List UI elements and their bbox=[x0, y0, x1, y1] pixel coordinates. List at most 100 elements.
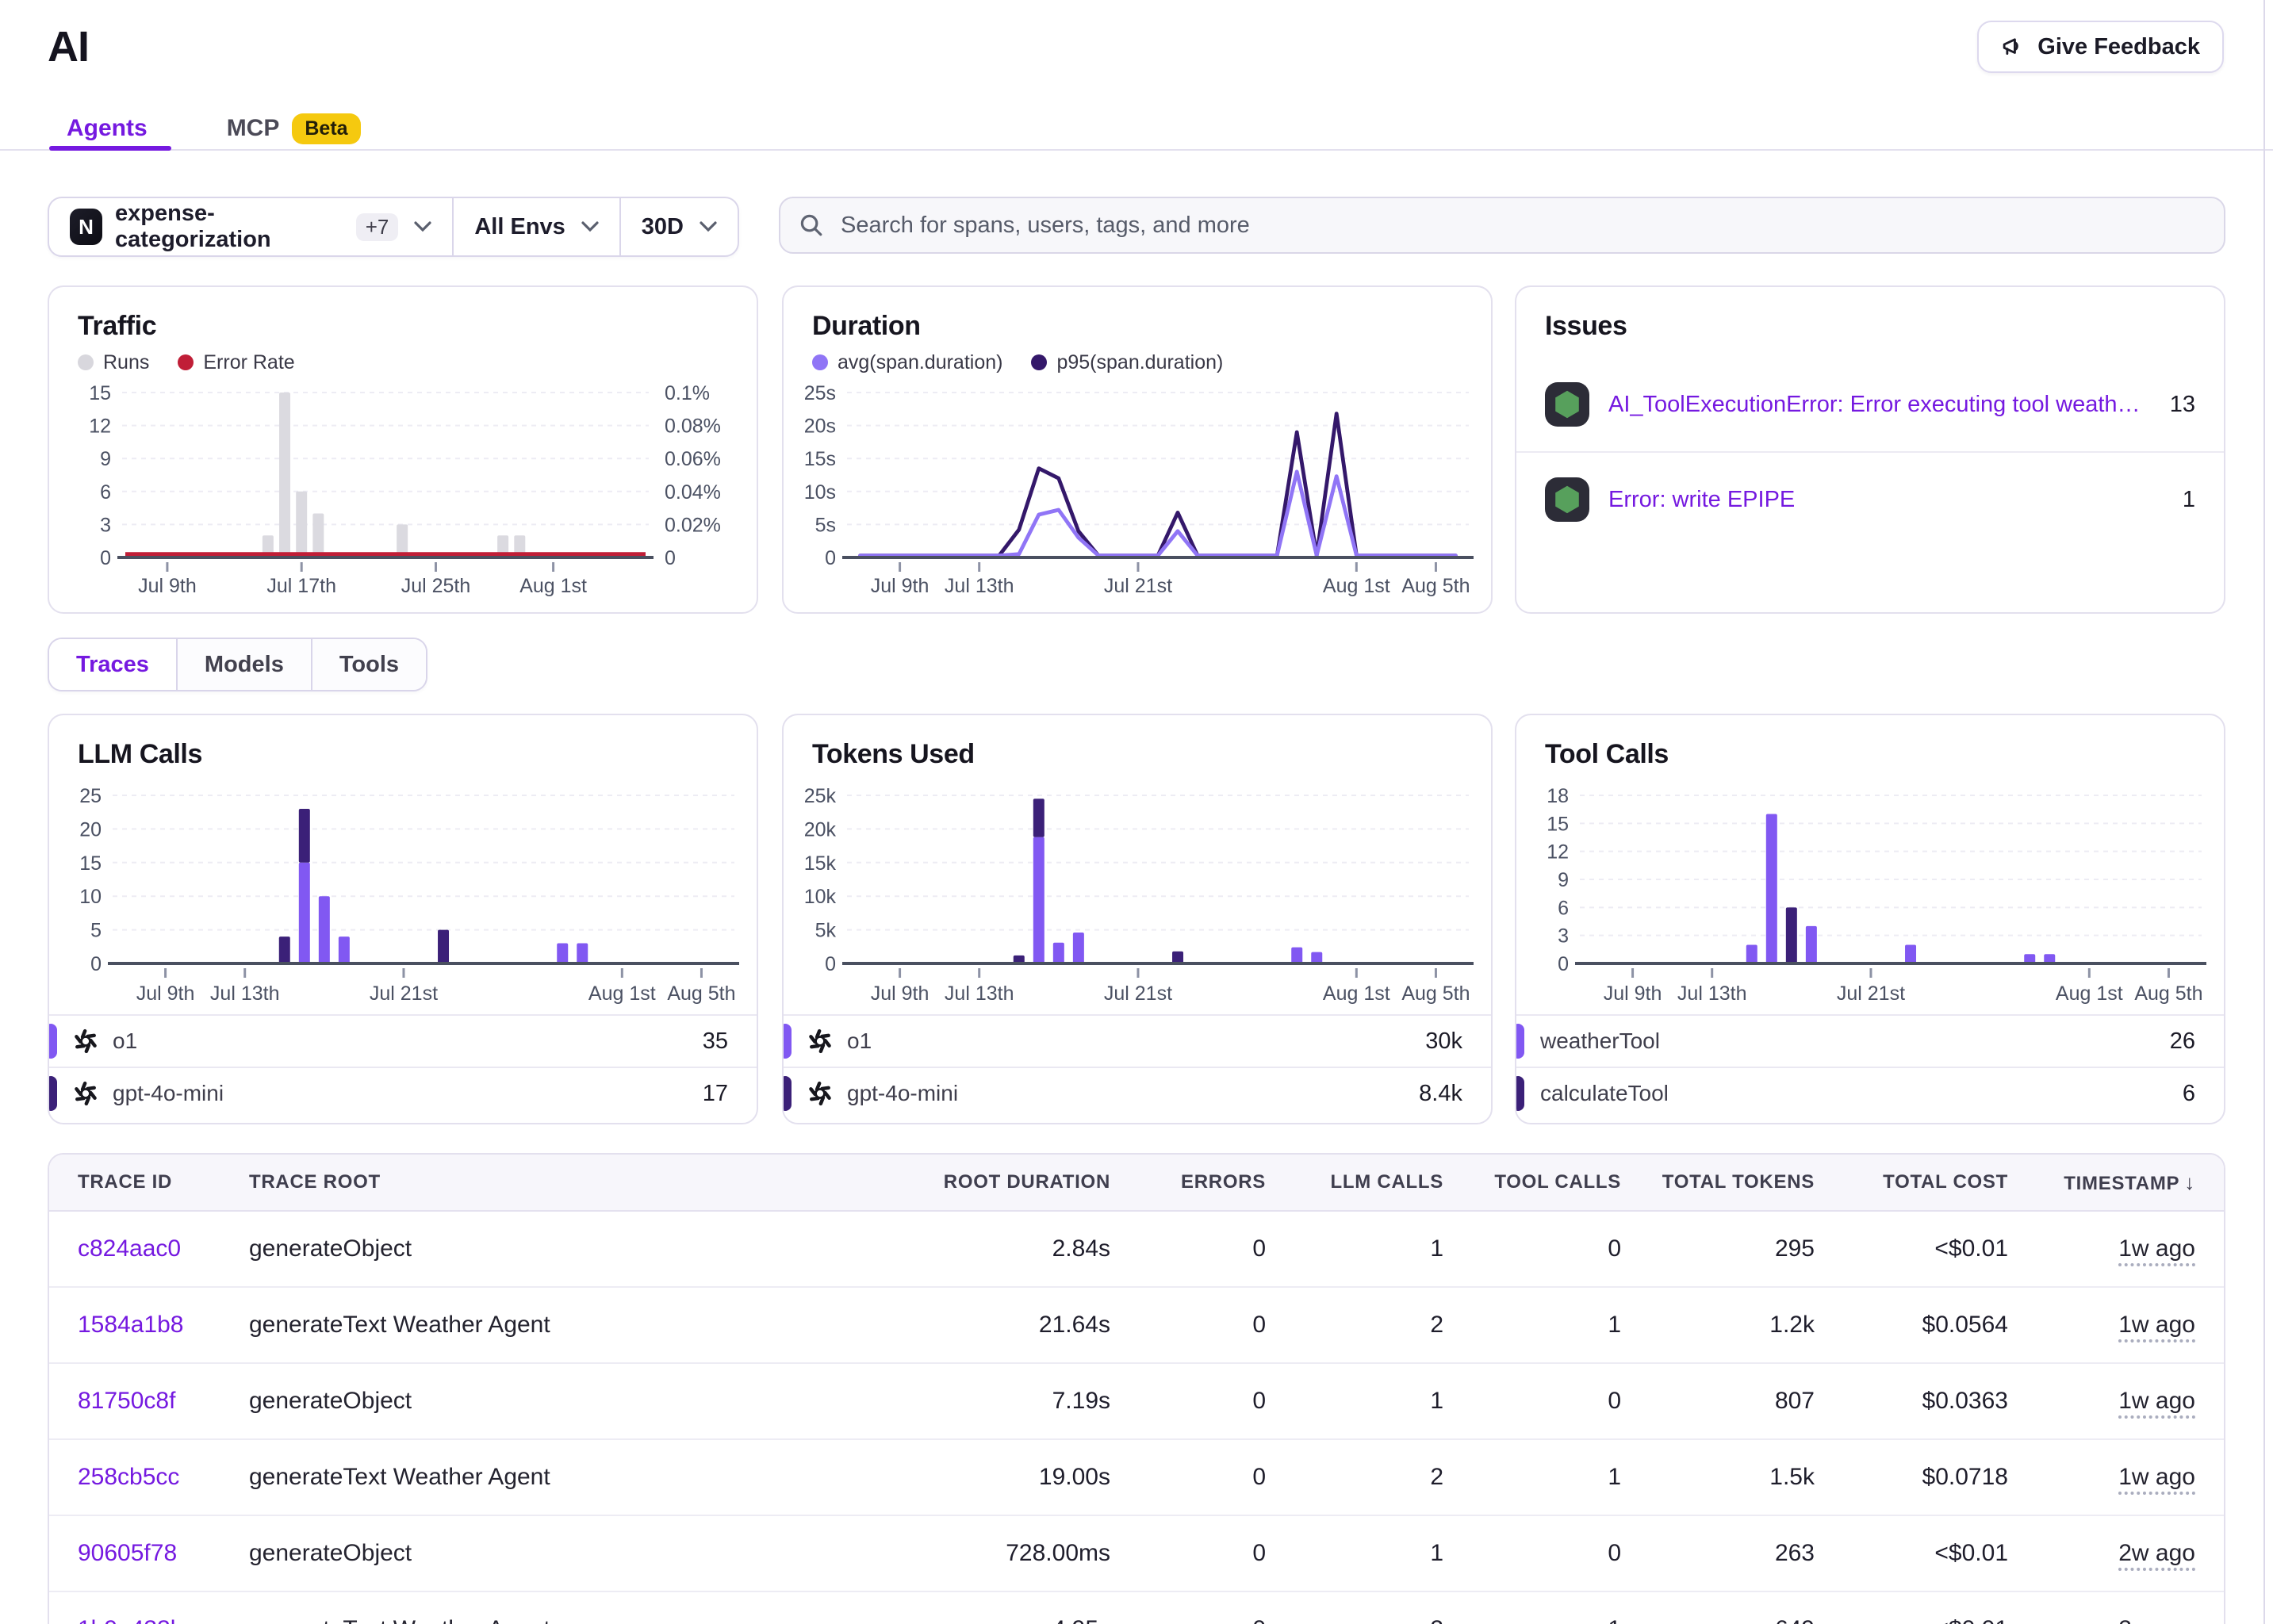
project-filter-dropdown[interactable]: N expense-categorization +7 bbox=[49, 198, 452, 255]
env-filter-dropdown[interactable]: All Envs bbox=[452, 198, 619, 255]
table-cell: 1 bbox=[1443, 1312, 1621, 1339]
series-legend-row[interactable]: o130k bbox=[784, 1014, 1491, 1067]
table-cell: 263 bbox=[1621, 1540, 1815, 1567]
table-cell: 19.00s bbox=[872, 1464, 1110, 1491]
series-name: weatherTool bbox=[1540, 1028, 2154, 1054]
series-name: o1 bbox=[73, 1028, 687, 1054]
svg-text:Aug 5th: Aug 5th bbox=[1401, 982, 1470, 1005]
tokens-used-card: Tokens Used 05k10k15k20k25kJul 9thJul 13… bbox=[782, 714, 1493, 1124]
tokens-used-chart: 05k10k15k20k25kJul 9thJul 13thJul 21stAu… bbox=[784, 776, 1493, 1014]
tab-traces[interactable]: Traces bbox=[49, 639, 176, 690]
svg-text:15: 15 bbox=[1547, 813, 1569, 835]
svg-text:Jul 21st: Jul 21st bbox=[1104, 575, 1172, 597]
search-input[interactable] bbox=[838, 211, 2205, 240]
traffic-card-title: Traffic bbox=[78, 311, 728, 342]
svg-text:0: 0 bbox=[825, 547, 836, 569]
page-title: AI bbox=[48, 22, 89, 71]
tool-calls-card-title: Tool Calls bbox=[1545, 739, 2195, 770]
series-legend-row[interactable]: o135 bbox=[49, 1014, 757, 1067]
avg-duration-legend-dot-icon bbox=[812, 354, 828, 370]
trace-root: generateObject bbox=[249, 1388, 872, 1415]
traffic-legend: Runs Error Rate bbox=[78, 348, 728, 377]
duration-chart: 05s10s15s20s25sJul 9thJul 13thJul 21stAu… bbox=[784, 380, 1493, 602]
table-cell: $0.0564 bbox=[1815, 1312, 2008, 1339]
column-header-llm-calls[interactable]: LLM CALLS bbox=[1266, 1171, 1443, 1193]
tab-agents-label: Agents bbox=[67, 115, 148, 142]
svg-text:20s: 20s bbox=[804, 416, 836, 438]
issue-count: 13 bbox=[2170, 392, 2195, 418]
table-cell: 21.64s bbox=[872, 1312, 1110, 1339]
svg-text:0.02%: 0.02% bbox=[665, 514, 721, 536]
chevron-down-icon bbox=[414, 221, 431, 232]
trace-root: generateText Weather Agent bbox=[249, 1616, 872, 1624]
series-legend-row[interactable]: calculateTool6 bbox=[1516, 1067, 2224, 1119]
timestamp-value[interactable]: 2w ago bbox=[2118, 1540, 2195, 1571]
top-tabs: Agents MCP Beta bbox=[48, 108, 380, 149]
timestamp-value[interactable]: 1w ago bbox=[2118, 1388, 2195, 1419]
timestamp-value[interactable]: 2w ago bbox=[2118, 1616, 2195, 1624]
column-header-total-cost[interactable]: TOTAL COST bbox=[1815, 1171, 2008, 1193]
column-header-total-tokens[interactable]: TOTAL TOKENS bbox=[1621, 1171, 1815, 1193]
series-name: gpt-4o-mini bbox=[73, 1081, 687, 1106]
column-header-timestamp[interactable]: TIMESTAMP↓ bbox=[2008, 1170, 2195, 1195]
section-tabs: Traces Models Tools bbox=[48, 638, 427, 691]
svg-text:Jul 13th: Jul 13th bbox=[945, 575, 1014, 597]
tab-mcp[interactable]: MCP Beta bbox=[208, 113, 380, 144]
table-cell: $0.0363 bbox=[1815, 1388, 2008, 1415]
svg-text:5: 5 bbox=[90, 920, 102, 942]
svg-text:Jul 13th: Jul 13th bbox=[945, 982, 1014, 1005]
series-color-marker bbox=[1515, 1024, 1524, 1059]
openai-logo-icon bbox=[73, 1028, 98, 1054]
trace-id-link[interactable]: 1b9a433b bbox=[78, 1616, 183, 1624]
table-cell: <$0.01 bbox=[1815, 1616, 2008, 1624]
column-header-tool-calls[interactable]: TOOL CALLS bbox=[1443, 1171, 1621, 1193]
table-cell: 0 bbox=[1110, 1464, 1266, 1491]
svg-text:15: 15 bbox=[79, 852, 102, 875]
date-range-dropdown[interactable]: 30D bbox=[619, 198, 738, 255]
svg-text:0.04%: 0.04% bbox=[665, 481, 721, 504]
openai-logo-icon bbox=[73, 1081, 98, 1106]
openai-logo-icon bbox=[807, 1028, 833, 1054]
scrollbar-track[interactable] bbox=[2263, 0, 2265, 1624]
tab-models[interactable]: Models bbox=[176, 639, 311, 690]
trace-id-link[interactable]: 81750c8f bbox=[78, 1388, 175, 1414]
series-legend-row[interactable]: gpt-4o-mini8.4k bbox=[784, 1067, 1491, 1119]
traces-table-header: TRACE IDTRACE ROOTROOT DURATIONERRORSLLM… bbox=[49, 1155, 2224, 1212]
tab-tools[interactable]: Tools bbox=[311, 639, 426, 690]
issue-link[interactable]: AI_ToolExecutionError: Error executing t… bbox=[1608, 392, 2151, 418]
table-cell: 728.00ms bbox=[872, 1540, 1110, 1567]
table-cell: 1 bbox=[1266, 1388, 1443, 1415]
svg-text:0: 0 bbox=[825, 953, 836, 975]
nodejs-icon bbox=[1545, 382, 1589, 427]
table-cell: 1.2k bbox=[1621, 1312, 1815, 1339]
series-legend-row[interactable]: weatherTool 26 bbox=[1516, 1014, 2224, 1067]
tab-agents[interactable]: Agents bbox=[48, 115, 167, 142]
series-total: 17 bbox=[703, 1081, 728, 1107]
give-feedback-button[interactable]: Give Feedback bbox=[1977, 21, 2224, 73]
timestamp-value[interactable]: 1w ago bbox=[2118, 1312, 2195, 1342]
trace-id-link[interactable]: c824aac0 bbox=[78, 1235, 181, 1262]
column-header-root-duration[interactable]: ROOT DURATION bbox=[872, 1171, 1110, 1193]
trace-id-link[interactable]: 1584a1b8 bbox=[78, 1312, 183, 1338]
series-total: 26 bbox=[2170, 1028, 2195, 1055]
svg-text:25s: 25s bbox=[804, 382, 836, 404]
trace-id-link[interactable]: 90605f78 bbox=[78, 1540, 177, 1566]
llm-calls-card: LLM Calls 0510152025Jul 9thJul 13thJul 2… bbox=[48, 714, 758, 1124]
table-cell: 295 bbox=[1621, 1235, 1815, 1262]
issue-link[interactable]: Error: write EPIPE bbox=[1608, 487, 2164, 513]
trace-id-link[interactable]: 258cb5cc bbox=[78, 1464, 179, 1490]
search-icon bbox=[799, 213, 823, 237]
table-cell: 0 bbox=[1443, 1235, 1621, 1262]
llm-calls-legend-rows: o135 gpt-4o-mini 17 bbox=[49, 1014, 757, 1119]
ai-dashboard-page: AI Give Feedback Agents MCP Beta N expen… bbox=[0, 0, 2273, 1624]
column-header-trace-id[interactable]: TRACE ID bbox=[78, 1171, 249, 1193]
column-header-trace-root[interactable]: TRACE ROOT bbox=[249, 1171, 872, 1193]
column-header-errors[interactable]: ERRORS bbox=[1110, 1171, 1266, 1193]
timestamp-value[interactable]: 1w ago bbox=[2118, 1464, 2195, 1495]
svg-text:Jul 17th: Jul 17th bbox=[266, 575, 336, 597]
project-logo-icon: N bbox=[70, 209, 102, 245]
timestamp-value[interactable]: 1w ago bbox=[2118, 1235, 2195, 1266]
nodejs-icon bbox=[1545, 382, 1589, 427]
series-legend-row[interactable]: gpt-4o-mini 17 bbox=[49, 1067, 757, 1119]
issue-row: AI_ToolExecutionError: Error executing t… bbox=[1516, 358, 2224, 451]
